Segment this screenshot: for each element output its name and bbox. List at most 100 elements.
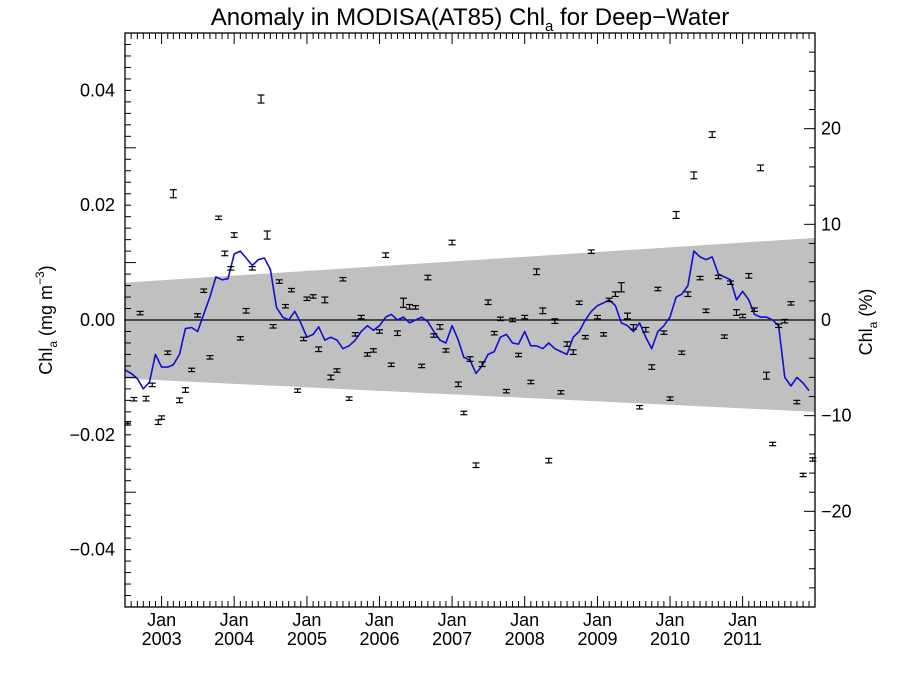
- data-point: [515, 352, 523, 358]
- data-point: [236, 336, 244, 341]
- data-point: [521, 314, 529, 320]
- data-points-layer: [124, 94, 817, 478]
- data-point: [654, 286, 662, 292]
- ylabel-left-end: ): [36, 265, 56, 271]
- data-point: [294, 388, 302, 393]
- x-tick-year-label: 2007: [432, 629, 472, 649]
- x-tick-month-label: Jan: [365, 610, 394, 630]
- x-tick-year-label: 2011: [723, 629, 762, 649]
- smoothed-line-layer: [124, 250, 810, 392]
- data-point: [678, 350, 686, 356]
- data-point: [799, 472, 807, 478]
- data-point: [527, 379, 535, 385]
- data-point: [605, 297, 613, 303]
- right-tick-label: −10: [821, 406, 852, 426]
- data-point: [230, 232, 238, 238]
- data-point: [227, 266, 235, 271]
- data-point: [369, 348, 377, 353]
- data-point: [142, 395, 150, 402]
- data-point: [412, 305, 420, 310]
- data-point: [496, 316, 504, 322]
- data-point: [376, 329, 384, 334]
- x-tick-month-label: Jan: [438, 610, 467, 630]
- data-point: [175, 397, 183, 404]
- data-point: [636, 404, 644, 410]
- right-tick-label: 0: [821, 310, 831, 330]
- data-point: [382, 252, 390, 259]
- data-point: [702, 308, 710, 314]
- x-tick-month-label: Jan: [220, 610, 249, 630]
- data-point: [660, 330, 668, 335]
- data-point: [442, 348, 450, 353]
- data-point: [136, 310, 144, 316]
- chart-title: Anomaly in MODISA(AT85) Chla for Deep−Wa…: [211, 4, 730, 35]
- data-point: [563, 341, 571, 348]
- data-point: [745, 272, 753, 279]
- data-point: [257, 94, 265, 104]
- right-tick-label: −20: [821, 501, 852, 521]
- ylabel-right-sub: a: [866, 321, 880, 328]
- ylabel-left-sub: a: [46, 341, 60, 348]
- data-point: [454, 381, 462, 388]
- data-point: [130, 396, 138, 402]
- left-tick-label: −0.04: [69, 540, 115, 560]
- left-tick-label: 0.02: [80, 195, 115, 215]
- data-point: [575, 300, 583, 306]
- data-point: [393, 330, 401, 337]
- data-point: [684, 291, 692, 298]
- right-tick-label: 10: [821, 214, 841, 234]
- data-point: [148, 382, 156, 388]
- data-point: [263, 230, 271, 240]
- data-point: [762, 371, 770, 380]
- data-point: [533, 268, 541, 276]
- data-point: [472, 462, 480, 469]
- left-tick-label: 0.04: [80, 80, 115, 100]
- data-point: [345, 396, 353, 401]
- data-point: [466, 356, 474, 362]
- data-point: [739, 313, 747, 319]
- data-point: [750, 307, 758, 312]
- data-point: [593, 314, 601, 320]
- data-point: [726, 280, 734, 286]
- x-tick-month-label: Jan: [728, 610, 757, 630]
- y-axis-label-right: Chla (%): [856, 289, 880, 356]
- x-tick-month-label: Jan: [147, 610, 176, 630]
- data-point: [611, 291, 619, 298]
- left-tick-label: −0.02: [69, 425, 115, 445]
- data-point: [281, 303, 289, 309]
- data-point: [629, 323, 637, 330]
- title-suffix: for Deep−Water: [553, 4, 729, 31]
- data-point: [769, 441, 777, 447]
- y-axis-label-left: Chla (mg m−3): [33, 265, 60, 374]
- data-point: [666, 396, 674, 401]
- data-point: [221, 250, 229, 257]
- data-point: [169, 189, 177, 199]
- uncertainty-band: [125, 237, 815, 412]
- data-point: [242, 307, 250, 314]
- left-tick-label: 0.00: [80, 310, 115, 330]
- ylabel-right-rest: (%): [856, 289, 876, 322]
- data-point: [399, 297, 407, 308]
- data-point: [781, 318, 789, 324]
- data-point: [617, 282, 625, 293]
- data-point: [551, 318, 559, 325]
- data-point: [309, 294, 317, 299]
- data-point: [623, 312, 631, 320]
- data-point: [300, 336, 308, 342]
- data-point: [448, 239, 456, 246]
- data-point: [436, 323, 444, 330]
- data-point: [600, 332, 608, 337]
- data-point: [248, 266, 256, 271]
- title-main: Anomaly in MODISA(AT85) Chl: [211, 4, 545, 31]
- data-point: [708, 131, 716, 139]
- data-point: [363, 352, 371, 357]
- data-point: [484, 299, 492, 306]
- data-point: [648, 364, 656, 370]
- data-point: [181, 387, 189, 393]
- smoothed-series-line: [124, 250, 810, 392]
- x-tick-year-label: 2010: [650, 629, 690, 649]
- data-point: [406, 303, 414, 310]
- data-point: [793, 399, 801, 405]
- data-point: [478, 361, 486, 368]
- data-point: [269, 323, 277, 329]
